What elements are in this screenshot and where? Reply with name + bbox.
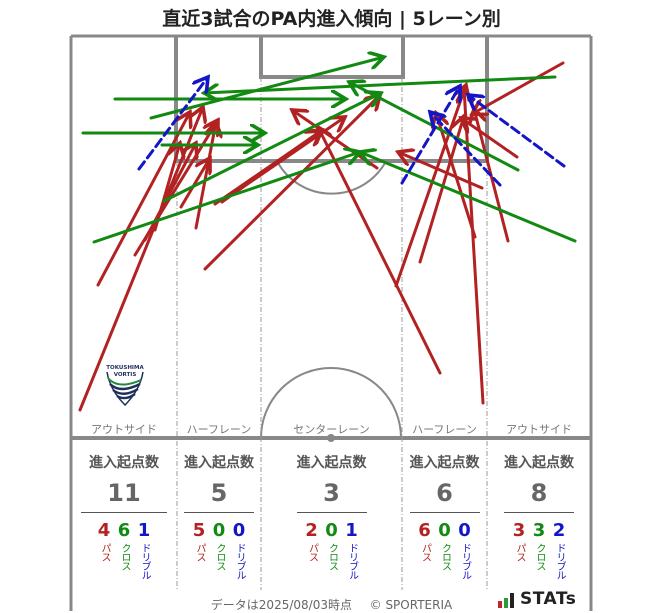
dribble-label: ドリブル — [459, 543, 471, 579]
cross-count: 0 — [438, 520, 451, 541]
stats-logo: STATs — [498, 590, 576, 608]
pass-arrow — [472, 61, 565, 114]
cross-arrow — [360, 152, 577, 243]
dribble-arrow — [468, 95, 566, 168]
divider — [184, 512, 254, 513]
stat-header: 進入起点数 — [409, 455, 480, 471]
lane-label-left-outside: アウトサイド — [91, 423, 157, 436]
cross-label: クロス — [534, 543, 545, 570]
svg-text:TOKUSHIMA: TOKUSHIMA — [106, 365, 144, 371]
pass-arrow — [194, 122, 216, 230]
pass-count: 2 — [305, 520, 318, 541]
pass-label: パス — [194, 543, 205, 561]
pass-arrow — [228, 117, 345, 198]
pass-count: 5 — [192, 520, 206, 541]
lane-stats-left-outside: 進入起点数 11 4 パス 6 クロス 1 ドリブル — [71, 452, 177, 579]
stat-total: 8 — [530, 479, 548, 507]
cross-label: クロス — [119, 543, 130, 570]
dribble-arrow — [137, 77, 208, 171]
footer: データは2025/08/03時点 © SPORTERIA — [0, 596, 663, 613]
lane-stats-right-outside: 進入起点数 8 3 パス 3 クロス 2 ドリブル — [487, 452, 591, 579]
cross-count: 0 — [212, 520, 226, 541]
pass-arrow — [179, 158, 210, 209]
team-logo: TOKUSHIMA VORTIS — [106, 365, 144, 406]
divider — [504, 512, 574, 513]
pass-label: パス — [99, 543, 110, 561]
brand-name: STATs — [520, 589, 577, 609]
cross-count: 6 — [117, 520, 131, 541]
stat-header: 進入起点数 — [89, 455, 159, 471]
dribble-count: 1 — [137, 520, 151, 541]
pitch-lines — [69, 34, 593, 611]
entry-arrows — [78, 57, 577, 412]
divider — [81, 512, 167, 513]
copyright: © SPORTERIA — [369, 598, 453, 612]
svg-text:VORTIS: VORTIS — [114, 372, 137, 378]
stat-header: 進入起点数 — [184, 455, 254, 471]
dribble-label: ドリブル — [139, 543, 150, 579]
cross-label: クロス — [439, 543, 451, 570]
lane-label-right-halfspace: ハーフレーン — [412, 423, 477, 436]
logo-bar-icon — [510, 593, 514, 608]
dribble-label: ドリブル — [554, 543, 565, 579]
pass-arrow — [461, 118, 519, 159]
pass-arrow — [153, 143, 180, 232]
chart-title: 直近3試合のPA内進入傾向 | 5レーン別 — [162, 8, 501, 30]
pass-arrow — [143, 143, 196, 242]
pass-label: パス — [514, 543, 525, 561]
stat-header: 進入起点数 — [296, 455, 367, 471]
pass-count: 4 — [97, 520, 111, 541]
stat-total: 3 — [323, 479, 340, 507]
lane-label-left-halfspace: ハーフレーン — [186, 423, 252, 436]
lane-label-center: センターレーン — [293, 423, 370, 436]
cross-arrow — [92, 152, 360, 244]
logo-bar-icon — [504, 598, 508, 608]
dribble-label: ドリブル — [346, 543, 358, 579]
cross-arrow — [149, 57, 384, 120]
pass-arrow — [436, 113, 477, 239]
cross-arrow — [204, 75, 557, 93]
pass-label: パス — [419, 543, 431, 561]
cross-count: 3 — [532, 520, 546, 541]
lane-stats-left-halfspace: 進入起点数 5 5 パス 0 クロス 0 ドリブル — [177, 452, 261, 579]
dribble-count: 2 — [552, 520, 566, 541]
logo-bar-icon — [498, 601, 502, 608]
pass-label: パス — [306, 543, 318, 561]
pass-arrow — [203, 95, 380, 271]
dribble-arrow — [400, 86, 460, 185]
cross-label: クロス — [214, 543, 225, 570]
dribble-count: 0 — [458, 520, 471, 541]
lane-stats-center: 進入起点数 3 2 パス 0 クロス 1 ドリブル — [261, 452, 402, 579]
dribble-count: 0 — [232, 520, 246, 541]
lane-label-right-outside: アウトサイド — [506, 423, 572, 436]
pass-arrow — [398, 152, 484, 190]
cross-arrow — [162, 93, 381, 203]
cross-count: 0 — [325, 520, 338, 541]
pass-arrow — [464, 88, 485, 405]
cross-label: クロス — [326, 543, 338, 570]
pass-arrow — [96, 112, 190, 287]
pass-arrow — [318, 127, 442, 375]
stat-total: 5 — [210, 479, 228, 507]
stat-total: 6 — [436, 479, 453, 507]
stat-total: 11 — [107, 479, 141, 507]
lane-stats-right-halfspace: 進入起点数 6 6 パス 0 クロス 0 ドリブル — [402, 452, 487, 579]
divider — [409, 512, 480, 513]
dribble-count: 1 — [345, 520, 358, 541]
divider — [296, 512, 367, 513]
stat-header: 進入起点数 — [504, 455, 574, 471]
dribble-label: ドリブル — [234, 543, 245, 579]
pass-count: 6 — [418, 520, 431, 541]
dribble-arrow — [430, 112, 502, 187]
date-note: データは2025/08/03時点 — [210, 598, 352, 612]
pass-count: 3 — [512, 520, 526, 541]
